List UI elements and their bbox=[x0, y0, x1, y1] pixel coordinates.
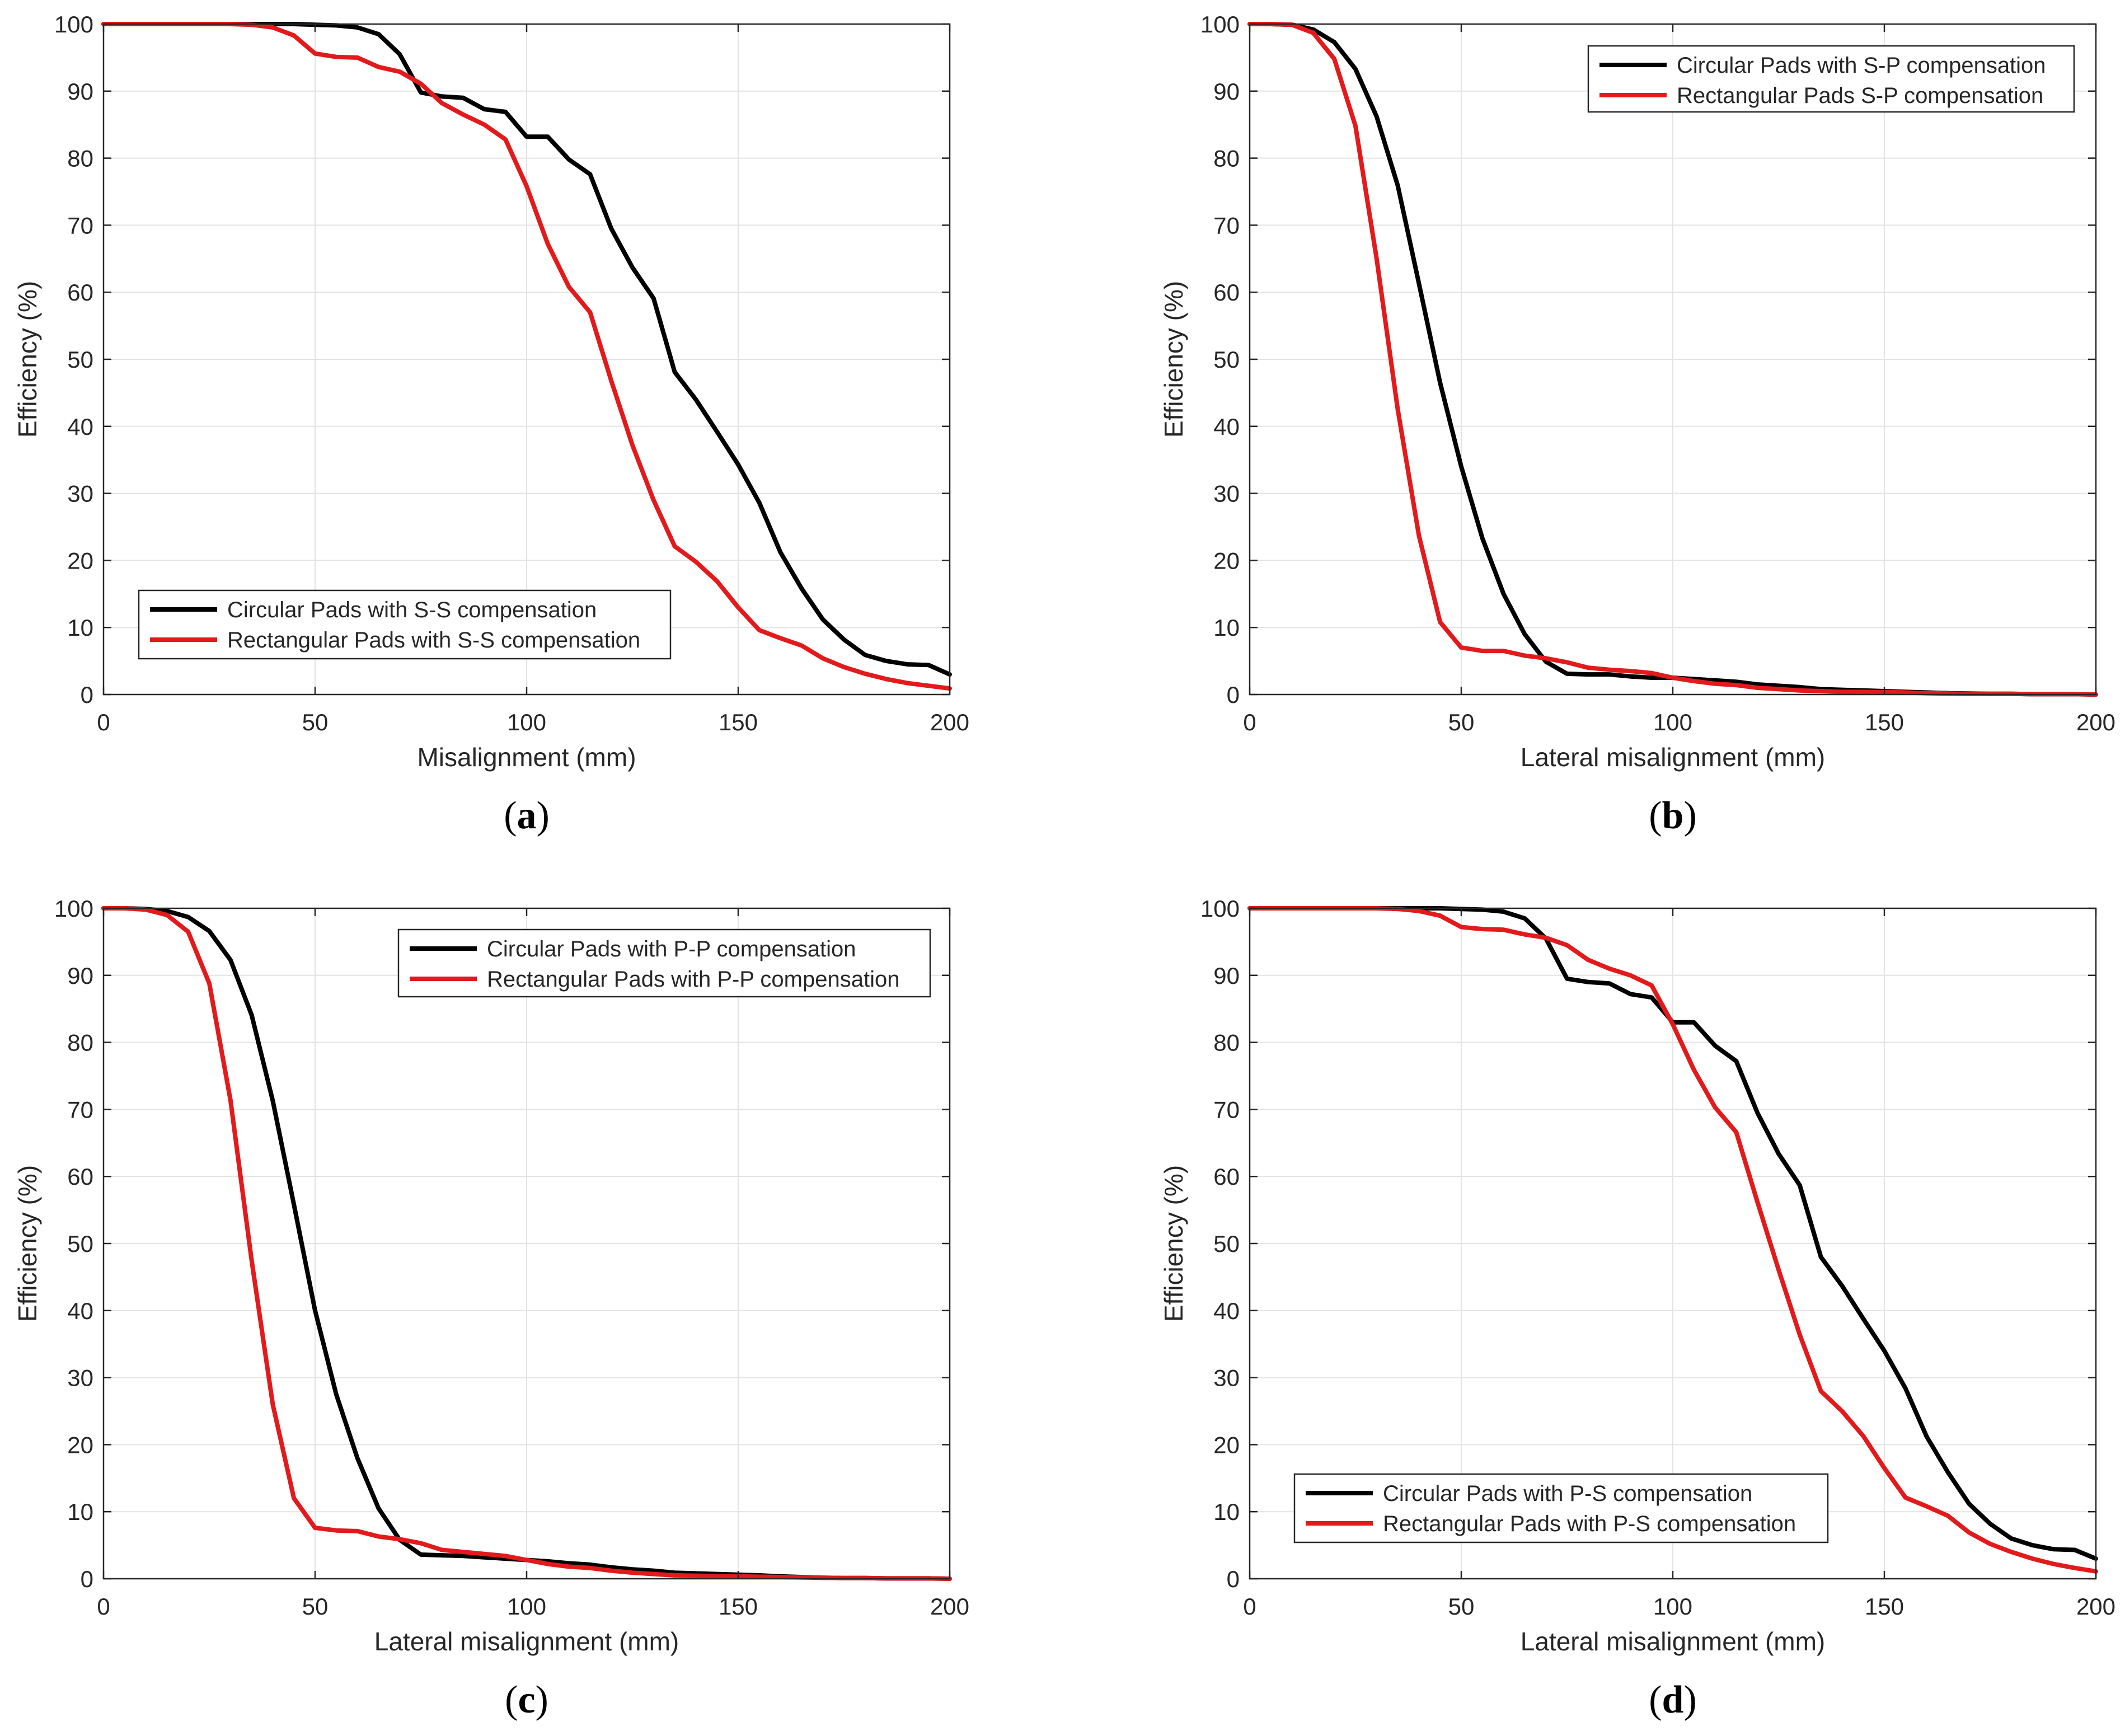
panel-label: (c) bbox=[505, 1678, 548, 1721]
x-tick-label: 50 bbox=[1448, 709, 1475, 735]
panel-label: (a) bbox=[504, 794, 550, 837]
y-tick-label: 60 bbox=[1213, 1163, 1240, 1190]
y-tick-label: 90 bbox=[67, 78, 93, 105]
series-line-rectangular bbox=[101, 906, 952, 1581]
y-tick-label: 60 bbox=[67, 1163, 93, 1190]
y-tick-label: 70 bbox=[1213, 212, 1240, 238]
legend-entry: Rectangular Pads with S-S compensation bbox=[227, 628, 640, 653]
x-tick-label: 0 bbox=[97, 1593, 110, 1620]
legend-box bbox=[1587, 45, 2075, 113]
legend-box bbox=[397, 928, 931, 998]
y-tick-label: 20 bbox=[67, 1432, 93, 1458]
y-tick-label: 100 bbox=[54, 11, 93, 37]
y-tick-label: 40 bbox=[67, 1298, 93, 1324]
y-tick-label: 100 bbox=[54, 895, 93, 922]
x-axis-label: Lateral misalignment (mm) bbox=[374, 1627, 679, 1656]
y-tick-label: 50 bbox=[1213, 1231, 1240, 1257]
y-tick-label: 30 bbox=[67, 1365, 93, 1391]
y-tick-label: 40 bbox=[1213, 1298, 1240, 1324]
x-tick-label: 100 bbox=[507, 709, 546, 735]
legend-entry: Circular Pads with P-P compensation bbox=[487, 937, 856, 961]
legend: Circular Pads with S-P compensation Recta… bbox=[1587, 45, 2075, 113]
y-tick-label: 100 bbox=[1200, 895, 1240, 922]
y-tick-label: 50 bbox=[1213, 346, 1240, 373]
legend: Circular Pads with S-S compensation Recta… bbox=[138, 589, 672, 660]
y-tick-label: 80 bbox=[1213, 1030, 1240, 1056]
x-tick-label: 200 bbox=[930, 709, 969, 735]
y-tick-label: 30 bbox=[1213, 1365, 1240, 1391]
y-tick-label: 80 bbox=[67, 146, 93, 172]
y-tick-label: 90 bbox=[1213, 963, 1240, 989]
y-tick-label: 10 bbox=[67, 1499, 93, 1525]
y-tick-label: 0 bbox=[81, 682, 93, 708]
legend: Circular Pads with P-P compensation Recta… bbox=[397, 928, 931, 998]
legend-entry: Circular Pads with P-S compensation bbox=[1383, 1481, 1752, 1506]
y-tick-label: 10 bbox=[67, 614, 93, 641]
chart-panel-a: 0 50 100 150 200 0 10 20 30 40 50 60 70 80 90 100 Misali… bbox=[13, 11, 969, 837]
x-tick-label: 50 bbox=[302, 709, 329, 735]
y-tick-label: 40 bbox=[67, 414, 93, 440]
chart-panel-d: 0 50 100 150 200 0 10 20 30 40 50 60 70 80 90 100 Latera… bbox=[1159, 895, 2115, 1721]
x-axis-label: Lateral misalignment (mm) bbox=[1521, 743, 1825, 772]
legend-box bbox=[138, 589, 672, 660]
x-tick-label: 100 bbox=[1653, 709, 1692, 735]
y-tick-label: 70 bbox=[67, 1096, 93, 1123]
chart-panel-c: 0 50 100 150 200 0 10 20 30 40 50 60 70 80 90 100 Latera… bbox=[13, 895, 969, 1721]
y-tick-label: 20 bbox=[67, 547, 93, 574]
x-tick-label: 200 bbox=[2076, 709, 2115, 735]
y-tick-label: 70 bbox=[67, 212, 93, 238]
y-tick-label: 50 bbox=[67, 346, 93, 373]
x-tick-label: 200 bbox=[2076, 1593, 2115, 1620]
y-tick-label: 0 bbox=[81, 1566, 93, 1592]
y-tick-label: 0 bbox=[1227, 1566, 1240, 1592]
legend-entry: Rectangular Pads S-P compensation bbox=[1677, 83, 2043, 108]
y-tick-label: 80 bbox=[1213, 146, 1240, 172]
y-tick-label: 10 bbox=[1213, 614, 1240, 641]
y-tick-label: 60 bbox=[67, 279, 93, 306]
x-axis-label: Lateral misalignment (mm) bbox=[1521, 1627, 1825, 1656]
y-axis-label: Efficiency (%) bbox=[13, 281, 42, 438]
y-tick-label: 50 bbox=[67, 1231, 93, 1257]
x-tick-label: 0 bbox=[97, 709, 110, 735]
x-tick-label: 150 bbox=[719, 1593, 758, 1620]
y-tick-label: 60 bbox=[1213, 279, 1240, 306]
series-line-rectangular bbox=[1247, 22, 2098, 697]
legend-entry: Circular Pads with S-S compensation bbox=[227, 598, 597, 622]
legend-entry: Rectangular Pads with P-S compensation bbox=[1383, 1512, 1796, 1536]
y-tick-label: 90 bbox=[67, 963, 93, 989]
y-tick-label: 90 bbox=[1213, 78, 1240, 105]
panel-label: (b) bbox=[1649, 794, 1697, 837]
y-tick-label: 100 bbox=[1200, 11, 1240, 37]
x-tick-label: 150 bbox=[1865, 709, 1904, 735]
y-tick-label: 0 bbox=[1227, 682, 1240, 708]
x-tick-label: 0 bbox=[1243, 709, 1256, 735]
chart-panel-b: 0 50 100 150 200 0 10 20 30 40 50 60 70 80 90 100 Latera… bbox=[1159, 11, 2115, 837]
x-tick-label: 50 bbox=[1448, 1593, 1475, 1620]
legend-box bbox=[1293, 1473, 1829, 1543]
legend-entry: Circular Pads with S-P compensation bbox=[1677, 53, 2046, 78]
x-tick-label: 100 bbox=[507, 1593, 546, 1620]
x-tick-label: 0 bbox=[1243, 1593, 1256, 1620]
y-tick-label: 20 bbox=[1213, 1432, 1240, 1458]
x-tick-label: 50 bbox=[302, 1593, 329, 1620]
panel-label: (d) bbox=[1649, 1678, 1697, 1721]
x-tick-label: 100 bbox=[1653, 1593, 1692, 1620]
legend: Circular Pads with P-S compensation Recta… bbox=[1293, 1473, 1829, 1543]
x-tick-label: 200 bbox=[930, 1593, 969, 1620]
y-tick-label: 80 bbox=[67, 1030, 93, 1056]
y-tick-label: 10 bbox=[1213, 1499, 1240, 1525]
y-axis-label: Efficiency (%) bbox=[1159, 1165, 1188, 1322]
y-axis-label: Efficiency (%) bbox=[1159, 281, 1188, 438]
y-tick-label: 70 bbox=[1213, 1096, 1240, 1123]
legend-entry: Rectangular Pads with P-P compensation bbox=[487, 967, 899, 992]
y-tick-label: 30 bbox=[1213, 481, 1240, 507]
y-tick-label: 40 bbox=[1213, 414, 1240, 440]
x-axis-label: Misalignment (mm) bbox=[417, 743, 636, 772]
x-tick-label: 150 bbox=[719, 709, 758, 735]
x-tick-label: 150 bbox=[1865, 1593, 1904, 1620]
y-tick-label: 20 bbox=[1213, 547, 1240, 574]
y-axis-label: Efficiency (%) bbox=[13, 1165, 42, 1322]
y-tick-label: 30 bbox=[67, 481, 93, 507]
